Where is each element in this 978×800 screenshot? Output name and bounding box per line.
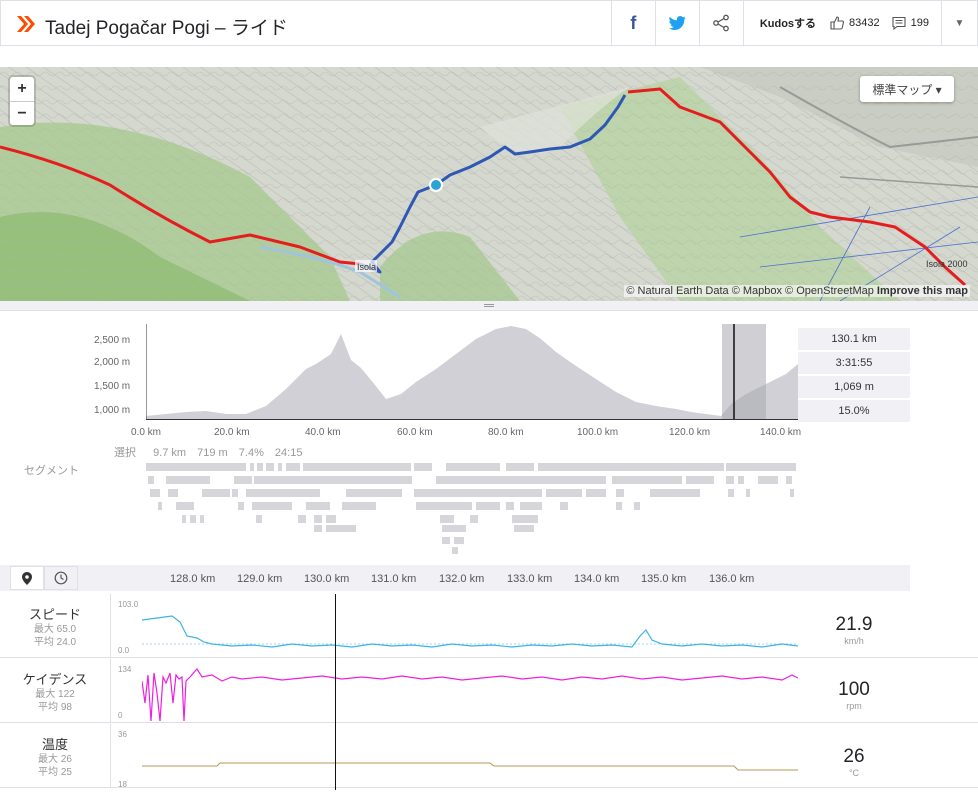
temperature-max: 最大 26: [38, 754, 72, 765]
stream-km-tick: 132.0 km: [439, 573, 485, 585]
activity-title: Tadej Pogačar Pogi – ライド: [45, 18, 288, 39]
temperature-avg: 平均 25: [38, 767, 72, 778]
elev-x-tick: 0.0 km: [131, 427, 162, 438]
cadence-max: 最大 122: [35, 689, 75, 700]
zoom-out-button[interactable]: −: [10, 101, 34, 125]
stream-km-tick: 128.0 km: [170, 573, 216, 585]
kudos-label: Kudosする: [759, 18, 817, 30]
elev-x-tick: 40.0 km: [305, 427, 341, 438]
temperature-stream-row: 温度 最大 26 平均 25 36 18 26 °C: [0, 724, 978, 789]
share-icon: [713, 14, 730, 32]
stream-km-tick: 133.0 km: [507, 573, 553, 585]
elev-x-tick: 100.0 km: [577, 427, 619, 438]
map-type-dropdown[interactable]: 標準マップ ▾: [860, 76, 954, 102]
strava-chevron-icon: [17, 16, 35, 32]
temperature-ymin: 18: [118, 780, 127, 789]
place-label-isola2000: Isola 2000: [926, 259, 968, 269]
cadence-stream-row: ケイデンス 最大 122 平均 98 134 0 100 rpm: [0, 659, 978, 723]
elev-x-tick: 20.0 km: [214, 427, 250, 438]
elev-x-tick: 60.0 km: [397, 427, 433, 438]
stat-elevation: 1,069 m: [798, 376, 910, 398]
chevron-down-icon: ▼: [954, 17, 965, 29]
elev-y-tick: 1,500 m: [94, 381, 131, 392]
cadence-stream-chart[interactable]: [142, 663, 798, 721]
segment-bars[interactable]: [146, 463, 798, 555]
speed-ymax: 103.0: [118, 600, 139, 609]
comment-count[interactable]: 199: [886, 1, 941, 45]
map-marker-tab[interactable]: [10, 566, 44, 590]
cadence-ymin: 0: [118, 711, 123, 720]
comment-icon: [892, 16, 906, 30]
more-actions-dropdown[interactable]: ▼: [941, 1, 977, 45]
speed-label: スピード: [28, 607, 81, 622]
elev-y-tick: 2,500 m: [94, 335, 131, 346]
map-pin-icon: [22, 571, 32, 585]
selection-label: 選択: [114, 447, 136, 459]
facebook-share-button[interactable]: f: [610, 1, 655, 45]
kudos-button[interactable]: Kudosする: [742, 1, 824, 45]
cadence-avg: 平均 98: [38, 702, 72, 713]
speed-max: 最大 65.0: [33, 624, 77, 635]
stream-km-tick: 134.0 km: [574, 573, 620, 585]
cadence-label: ケイデンス: [22, 672, 88, 687]
speed-ymin: 0.0: [118, 646, 130, 655]
selection-distance: 9.7 km: [153, 447, 187, 459]
temperature-stream-chart[interactable]: [142, 728, 798, 786]
stream-km-tick: 130.0 km: [304, 573, 350, 585]
elev-y-tick: 1,000 m: [94, 405, 131, 416]
selection-grade: 7.4%: [238, 447, 264, 459]
activity-header: Tadej Pogačar Pogi – ライド f Kudosする 83432…: [0, 0, 978, 46]
stat-distance: 130.1 km: [798, 328, 910, 350]
elev-x-tick: 140.0 km: [760, 427, 802, 438]
stream-km-tick: 129.0 km: [237, 573, 283, 585]
facebook-icon: f: [630, 12, 637, 33]
stream-axis-bar: [0, 565, 910, 591]
selection-time: 24:15: [274, 447, 303, 459]
elev-y-tick: 2,000 m: [94, 357, 131, 368]
temperature-label: 温度: [41, 737, 68, 752]
cadence-ymax: 134: [118, 665, 132, 674]
temperature-unit: °C: [848, 768, 860, 778]
comment-count-value: 199: [910, 17, 929, 29]
improve-map-link[interactable]: Improve this map: [876, 285, 968, 297]
stat-time: 3:31:55: [798, 352, 910, 374]
speed-stream-row: スピード 最大 65.0 平均 24.0 103.0 0.0 21.9 km/h: [0, 594, 978, 658]
stream-km-tick: 131.0 km: [371, 573, 417, 585]
elev-x-tick: 120.0 km: [669, 427, 711, 438]
map-attribution: © Natural Earth Data © Mapbox © OpenStre…: [624, 285, 970, 297]
map-resize-handle[interactable]: [0, 301, 978, 311]
route-map[interactable]: [0, 67, 978, 301]
speed-current-value: 21.9: [835, 614, 873, 635]
temperature-current-value: 26: [843, 746, 865, 767]
speed-unit: km/h: [844, 636, 864, 646]
place-label-isola: Isola: [357, 262, 377, 272]
elevation-profile[interactable]: [146, 324, 798, 420]
clock-icon: [54, 571, 68, 585]
cadence-unit: rpm: [846, 701, 862, 711]
elev-x-tick: 80.0 km: [488, 427, 524, 438]
speed-stream-chart[interactable]: [142, 598, 798, 656]
zoom-in-button[interactable]: +: [17, 80, 27, 97]
map-terrain: [0, 67, 978, 301]
stream-cursor-line: [335, 594, 336, 790]
stream-km-tick: 135.0 km: [641, 573, 687, 585]
stat-grade: 15.0%: [798, 400, 910, 422]
attribution-text: © Natural Earth Data © Mapbox © OpenStre…: [626, 285, 874, 297]
kudos-count-value: 83432: [849, 17, 880, 29]
kudos-count[interactable]: 83432: [824, 1, 886, 45]
selection-summary: 選択 9.7 km 719 m 7.4% 24:15: [114, 444, 310, 460]
stream-km-tick: 136.0 km: [709, 573, 755, 585]
map-zoom-control: + −: [10, 77, 34, 125]
twitter-icon: [668, 16, 686, 30]
temperature-ymax: 36: [118, 730, 127, 739]
twitter-share-button[interactable]: [654, 1, 699, 45]
segments-label: セグメント: [24, 465, 79, 477]
share-button[interactable]: [698, 1, 743, 45]
cadence-current-value: 100: [838, 679, 870, 700]
selection-elevation: 719 m: [197, 447, 228, 459]
time-tab[interactable]: [44, 566, 78, 590]
speed-avg: 平均 24.0: [33, 637, 77, 648]
thumbs-up-icon: [830, 16, 845, 30]
